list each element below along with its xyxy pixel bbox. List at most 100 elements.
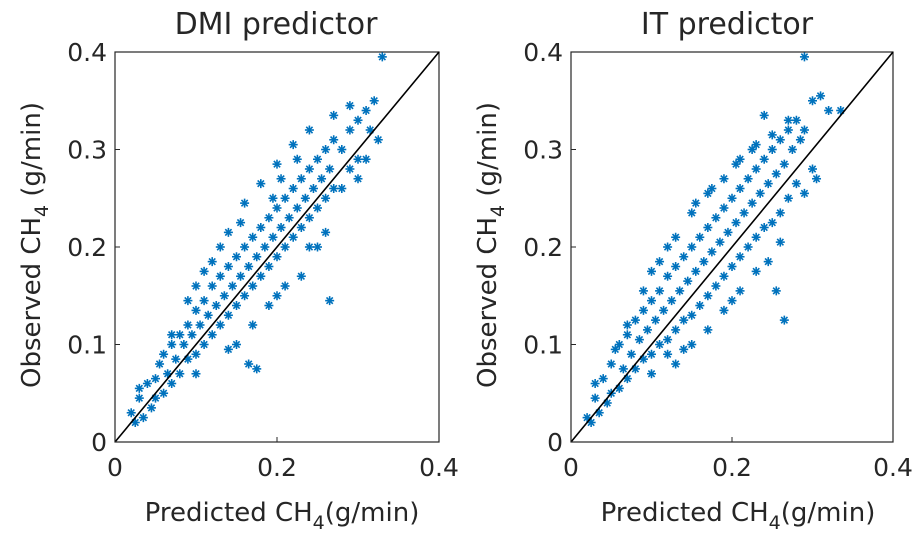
data-point [779, 315, 789, 325]
plot-area: 0 0.2 0.4 0 0.1 0.2 0.3 0.4 [67, 38, 459, 482]
data-point [296, 223, 306, 232]
data-point [747, 145, 757, 154]
data-point [146, 403, 156, 413]
data-point [272, 203, 282, 213]
data-point [252, 364, 262, 374]
data-point [264, 213, 274, 223]
data-point [638, 305, 648, 315]
data-point [663, 242, 673, 252]
data-point [284, 213, 294, 223]
data-point [703, 223, 713, 232]
data-point [703, 291, 713, 301]
data-point [763, 179, 773, 189]
data-point [783, 115, 793, 125]
data-point [268, 232, 278, 242]
data-point [199, 296, 209, 306]
data-point [207, 257, 217, 267]
data-point [719, 271, 729, 281]
data-point [735, 286, 745, 296]
data-point [232, 301, 241, 310]
data-point [256, 271, 266, 281]
panel-dmi-predictor: DMI predictor Predicted CH4(g/min) Obser… [17, 7, 459, 534]
x-tick-label: 0.2 [712, 453, 752, 482]
data-point [325, 296, 335, 306]
data-point [260, 242, 270, 252]
y-tick-label: 0.3 [523, 136, 563, 165]
data-point [671, 262, 681, 271]
data-point [353, 174, 363, 184]
data-point [329, 110, 339, 120]
data-point [743, 174, 753, 184]
data-point [126, 408, 136, 418]
data-point [377, 52, 387, 62]
data-point [771, 169, 781, 179]
data-point [759, 110, 769, 120]
identity-line [114, 51, 440, 443]
data-point [264, 262, 274, 271]
data-point [687, 310, 697, 320]
data-point [791, 115, 801, 125]
data-point [215, 320, 225, 330]
data-point [264, 301, 274, 310]
plot-area: 0 0.2 0.4 0 0.1 0.2 0.3 0.4 [523, 38, 913, 482]
y-tick-label: 0 [91, 428, 107, 457]
data-point [719, 174, 729, 184]
data-point [256, 179, 266, 189]
data-point [167, 330, 177, 340]
y-axis-label: Observed CH4 (g/min) [17, 102, 53, 388]
x-tick-label: 0.2 [257, 453, 297, 482]
data-point [321, 227, 331, 237]
data-point [240, 291, 250, 301]
data-point [759, 223, 769, 232]
data-point [783, 125, 793, 135]
x-tick-label: 0.4 [419, 453, 459, 482]
data-point [272, 291, 282, 301]
data-point [203, 310, 213, 320]
data-point [138, 413, 148, 423]
data-point [272, 252, 282, 262]
data-point [687, 242, 697, 252]
data-point [731, 218, 741, 228]
data-point [191, 349, 201, 359]
data-point [671, 232, 681, 242]
data-point [808, 164, 817, 174]
data-point [622, 330, 632, 340]
data-point [187, 330, 197, 340]
data-point [199, 266, 209, 276]
x-axis-label: Predicted CH4(g/min) [145, 498, 420, 534]
data-point [703, 325, 713, 335]
data-point [735, 252, 745, 262]
data-point [634, 335, 644, 345]
data-point [292, 203, 302, 213]
y-tick-label: 0.1 [523, 331, 563, 360]
data-point [207, 281, 217, 291]
data-point [711, 213, 721, 223]
data-point [647, 266, 656, 276]
data-point [763, 257, 773, 267]
y-tick-label: 0.2 [67, 233, 107, 262]
data-point [812, 174, 822, 184]
chart-title: IT predictor [641, 7, 814, 42]
data-point [288, 184, 298, 193]
data-point [252, 252, 262, 262]
data-point [317, 174, 327, 184]
x-tick-label: 0.4 [873, 453, 913, 482]
data-point [288, 232, 298, 242]
chart-title: DMI predictor [175, 7, 379, 42]
data-point [248, 320, 258, 330]
data-point [735, 184, 745, 193]
data-point [659, 305, 669, 315]
data-point [707, 247, 717, 257]
data-point [695, 301, 705, 310]
data-point [783, 193, 793, 203]
y-tick-label: 0 [547, 428, 563, 457]
data-point [232, 252, 241, 262]
data-point [207, 330, 217, 340]
data-point [816, 91, 826, 101]
data-point [199, 340, 209, 349]
data-point [191, 305, 201, 315]
data-point [313, 242, 322, 252]
data-point [759, 154, 769, 164]
data-point [268, 193, 278, 203]
